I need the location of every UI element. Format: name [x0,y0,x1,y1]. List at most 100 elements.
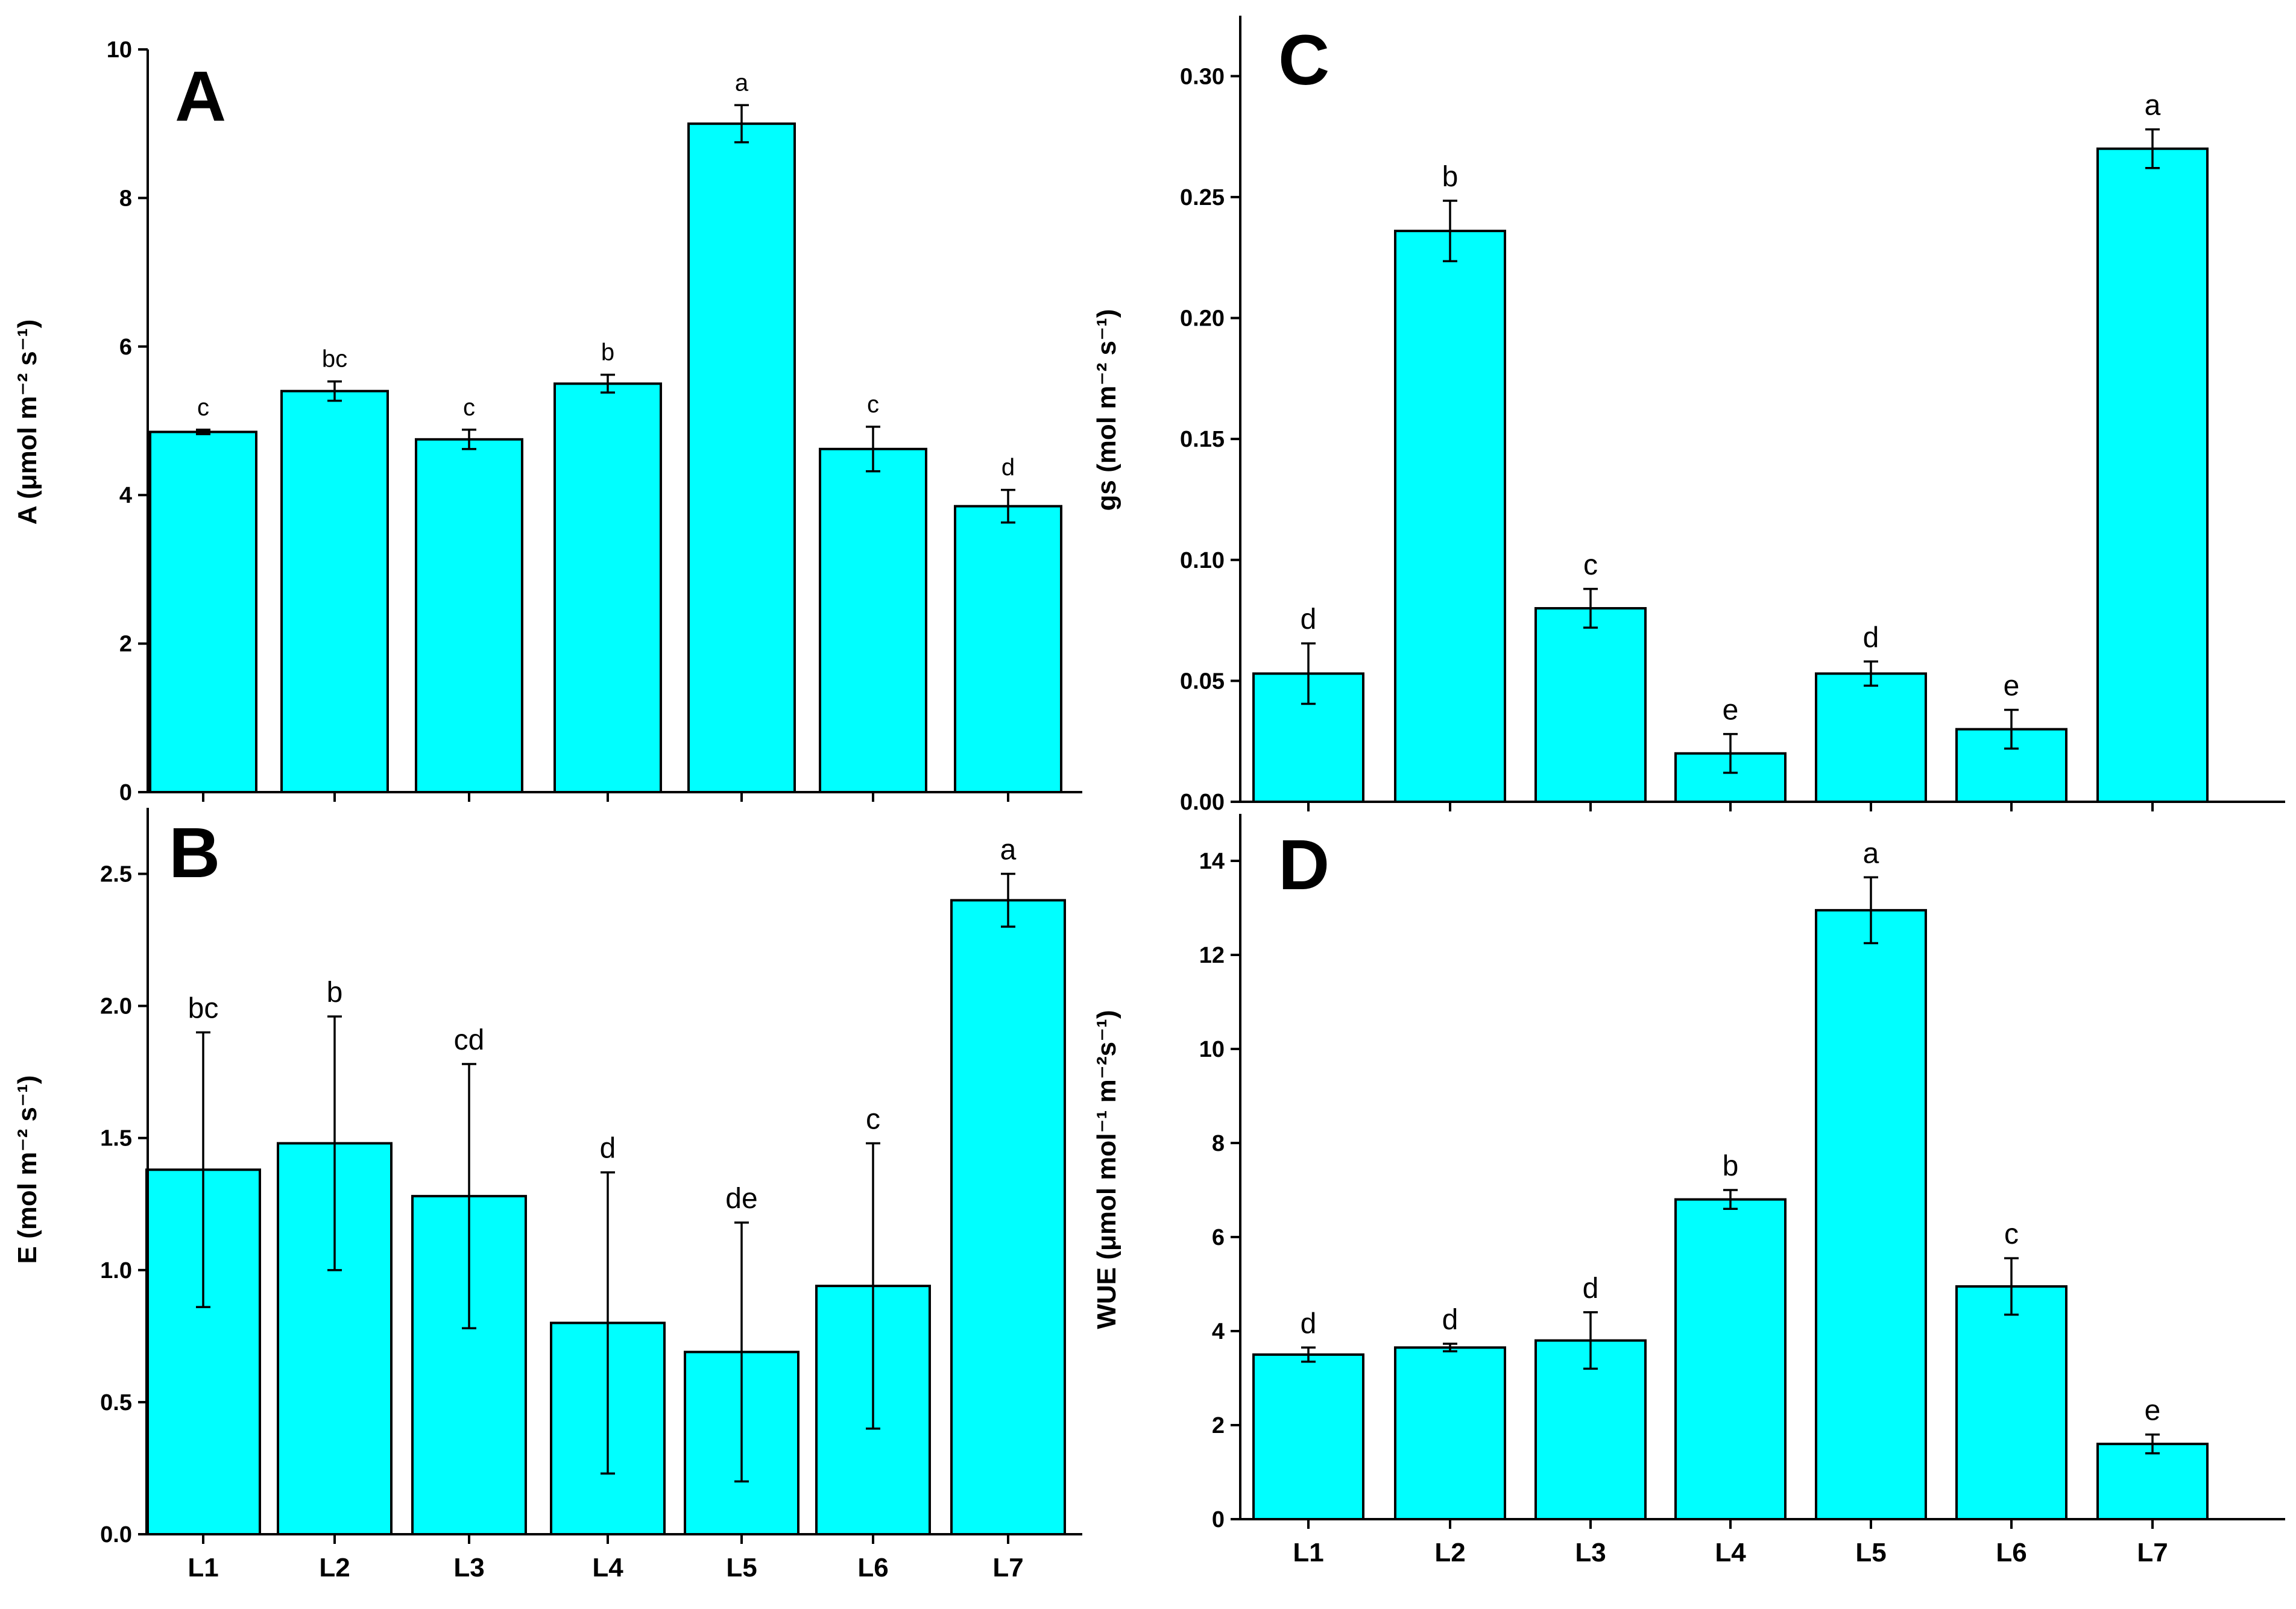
bar-l3 [1534,607,1647,803]
significance-label: d [600,1133,616,1165]
significance-label: d [1583,1273,1599,1305]
bar-l3 [415,438,523,793]
significance-label: d [1301,603,1317,635]
y-tick-label: 14 [1199,849,1225,874]
y-tick-label: 0 [119,780,132,805]
y-tick-label: 0.05 [1180,669,1225,694]
x-tick-label-l1: L1 [188,1553,218,1582]
significance-label: a [735,69,749,96]
y-tick-label: 2.5 [100,862,132,887]
significance-label: de [725,1183,757,1215]
bar-l5 [687,122,796,794]
significance-label: c [197,394,209,421]
bar-l5 [1815,908,1927,1520]
significance-label: e [2145,1395,2161,1427]
significance-label: a [2145,90,2161,122]
y-tick-label: 2.0 [100,994,132,1019]
y-tick-label: 0.10 [1180,548,1225,573]
x-tick-label-l7: L7 [2137,1538,2168,1567]
panel-letter: C [1278,20,1329,100]
x-tick-label-l2: L2 [319,1553,350,1582]
y-tick-label: 0 [1212,1507,1225,1532]
significance-label: bc [188,992,219,1024]
bar-l2 [1394,230,1506,803]
y-tick-label: 0.00 [1180,790,1225,815]
y-tick-label: 2 [1212,1413,1225,1438]
significance-label: d [1001,455,1015,481]
significance-label: c [867,391,879,418]
significance-label: b [601,339,614,366]
bar-l4 [554,382,662,793]
error-bar-l3 [462,429,476,450]
error-bar-l4 [1723,732,1738,774]
error-bar-l6 [866,1142,880,1430]
bar-l7 [2096,1443,2209,1520]
error-bar-l7 [2145,1433,2160,1455]
significance-label: b [1723,1150,1739,1182]
y-tick-label: 8 [119,186,132,211]
y-tick-label: 0.0 [100,1522,132,1548]
y-tick-label: 0.25 [1180,185,1225,210]
significance-label: c [463,394,475,421]
y-tick-label: 10 [107,37,132,63]
panel-a: c bc c b a c d 0 2 4 6 8 10 A A (μmol m⁻² s⁻¹) [13,37,1082,805]
panel-b: bc b cd d de c a 0.0 0.5 1.0 1.5 2.0 2.5 L1 L2 L3 L4 L5 L6… [13,808,1082,1582]
error-bar-l5 [734,104,749,143]
error-bar-l1 [196,429,210,435]
error-bar-l1 [196,1031,210,1308]
error-bar-l7 [1001,488,1015,524]
y-tick-label: 8 [1212,1131,1225,1156]
y-tick-label: 0.20 [1180,306,1225,332]
error-bar-l1 [1301,1346,1316,1363]
y-axis-title: WUE (μmol mol⁻¹ m⁻²s⁻¹) [1092,1010,1121,1329]
y-tick-label: 10 [1199,1037,1225,1062]
y-tick-label: 12 [1199,943,1225,968]
x-tick-label-l1: L1 [1293,1538,1323,1567]
error-bar-l4 [601,1171,615,1475]
significance-label: e [1723,694,1739,726]
x-tick-label-l5: L5 [726,1553,757,1582]
significance-label: bc [322,346,347,373]
error-bar-l5 [1864,876,1878,945]
panel-d: d d d b a c e 0 2 4 6 8 10 12 14 L1 L2 L3 L4 L5 L6 L7 D WUE (μm… [1092,814,2285,1567]
significance-label: b [1442,161,1459,193]
error-bar-l5 [734,1221,749,1483]
panel-letter: A [175,57,226,136]
bar-l6 [1955,1285,2067,1520]
error-bar-l1 [1301,642,1316,705]
y-tick-label: 4 [119,483,132,508]
error-bar-l2 [327,1015,342,1271]
bar-l7 [950,899,1066,1535]
error-bar-l2 [1443,200,1457,262]
bar-l1 [1252,1353,1364,1520]
significance-label: d [1442,1304,1459,1336]
error-bar-l6 [2004,1257,2019,1316]
y-tick-label: 2 [119,632,132,657]
error-bar-l2 [1443,1343,1457,1353]
x-tick-label-l6: L6 [857,1553,888,1582]
error-bar-l3 [462,1063,476,1329]
bar-l6 [819,447,927,793]
error-bar-l4 [1723,1189,1738,1210]
bar-l7 [2096,147,2209,804]
error-bar-l2 [327,380,342,402]
panel-letter: B [169,813,220,893]
bar-l2 [1394,1346,1506,1521]
bar-l5 [1815,672,1927,803]
significance-label: d [1863,622,1879,653]
error-bar-l4 [601,373,615,394]
y-axis-title: gs (mol m⁻² s⁻¹) [1092,309,1121,511]
x-tick-label-l3: L3 [453,1553,484,1582]
significance-label: c [866,1103,880,1135]
significance-label: d [1301,1308,1317,1340]
x-tick-label-l5: L5 [1855,1538,1886,1567]
y-axis-title: E (mol m⁻² s⁻¹) [13,1075,42,1264]
y-tick-label: 1.5 [100,1126,132,1151]
significance-label: a [1863,837,1879,869]
x-tick-label-l7: L7 [992,1553,1023,1582]
panel-c: d b c e d e a 0.00 0.05 0.10 0.15 0.20 0.25 0.30 Cgs (… [1092,16,2285,815]
x-tick-label-l4: L4 [1715,1538,1746,1567]
y-tick-label: 4 [1212,1319,1225,1344]
x-tick-label-l4: L4 [592,1553,623,1582]
